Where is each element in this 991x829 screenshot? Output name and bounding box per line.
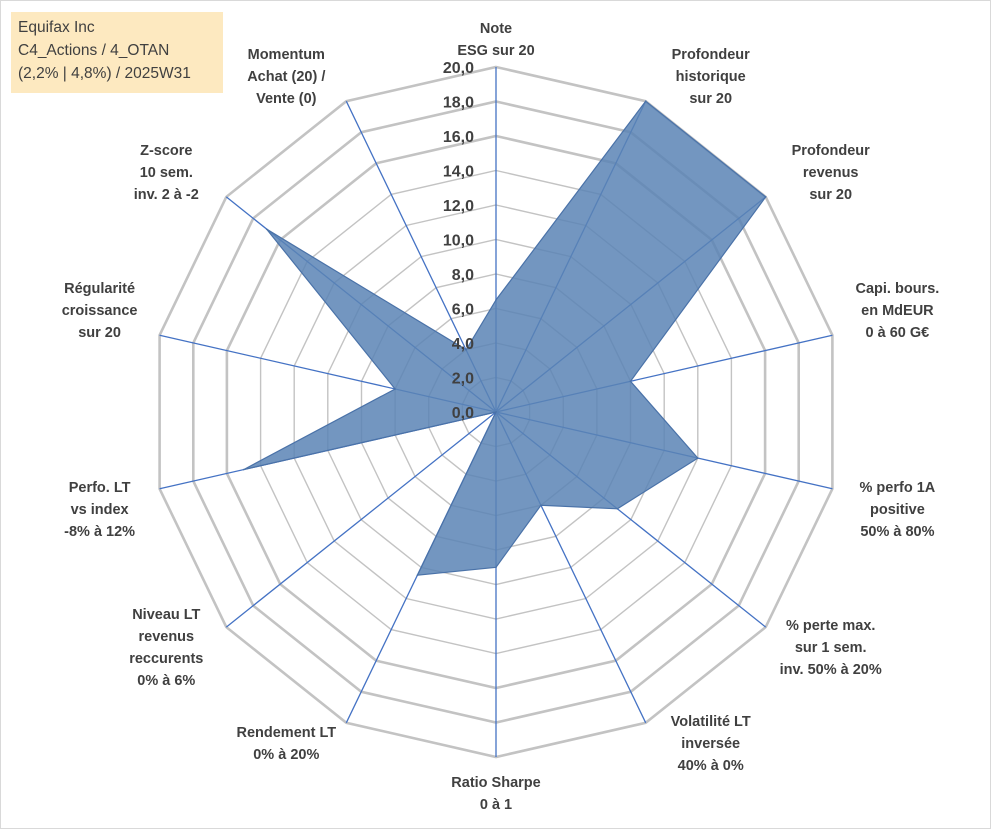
tick-label: 18,0 [443,95,474,112]
category-label-line: Régularité [64,281,135,297]
category-label-line: 10 sem. [140,165,193,181]
data-point [697,457,699,459]
series-layer [242,100,767,576]
category-label: % perte max. sur 1 sem. inv. 50% à 20% [780,618,882,678]
category-label-line: 40% à 0% [678,758,744,774]
category-label-line: sur 20 [809,187,852,203]
category-label-line: 0 à 1 [480,797,512,813]
category-label: Profondeur historique sur 20 [672,47,750,107]
tick-layer: 0,0 2,0 4,0 6,0 8,0 10,0 12,0 14,0 16,0 18,0 20,0 [443,60,474,422]
category-label: Rendement LT 0% à 20% [236,725,336,763]
category-label-line: Volatilité LT [671,714,751,730]
tick-label: 8,0 [452,267,474,284]
data-point [644,100,647,102]
category-label-line: revenus [138,629,194,645]
tick-label: 12,0 [443,198,474,215]
tick-label: 16,0 [443,129,474,146]
data-point [465,349,467,351]
category-label-line: revenus [803,165,859,181]
category-label-line: % perfo 1A [860,480,936,496]
data-point [495,299,497,301]
category-label-line: Z-score [140,143,192,159]
category-label-line: historique [676,69,746,85]
tick-label: 20,0 [443,60,474,77]
info-line-category: C4_Actions / 4_OTAN [18,42,170,59]
category-label: % perfo 1A positive 50% à 80% [860,480,936,540]
category-label-line: inv. 50% à 20% [780,662,882,678]
data-point [495,566,497,569]
category-label: Volatilité LT inversée 40% à 0% [671,714,751,774]
category-label-line: 0% à 20% [253,747,319,763]
info-line-period: (2,2% | 4,8%) / 2025W31 [18,65,191,82]
data-point [764,196,767,198]
tick-label: 6,0 [452,302,474,319]
category-label-line: sur 20 [689,91,732,107]
category-label-line: Profondeur [792,143,870,159]
data-point [540,504,542,507]
category-label-line: Profondeur [672,47,750,63]
category-label-line: Vente (0) [256,91,317,107]
category-label: Note ESG sur 20 [457,21,534,59]
data-point [495,411,497,413]
category-label-line: ESG sur 20 [457,43,534,59]
info-line-company: Equifax Inc [18,19,95,36]
tick-label: 4,0 [452,336,474,353]
category-label-line: en MdEUR [861,303,934,319]
data-point [242,468,245,471]
category-label-line: Note [480,21,512,37]
category-label-line: % perte max. [786,618,875,634]
category-label: Niveau LT revenus reccurents 0% à 6% [129,607,203,689]
category-label: Capi. bours. en MdEUR 0 à 60 G€ [856,281,940,341]
category-label-line: Momentum [248,47,325,63]
category-label-line: inversée [681,736,740,752]
data-point [616,508,619,510]
category-label: Régularité croissance sur 20 [62,281,138,341]
data-point [394,388,396,390]
category-label-line: Capi. bours. [856,281,940,297]
data-point [265,228,268,230]
category-label: Profondeur revenus sur 20 [792,143,870,203]
category-label: Momentum Achat (20) / Vente (0) [247,47,325,107]
tick-label: 0,0 [452,405,474,422]
category-label-line: sur 20 [78,325,121,341]
category-label-line: -8% à 12% [64,524,135,540]
category-label-line: positive [870,502,925,518]
tick-label: 10,0 [443,233,474,250]
category-label-line: 0% à 6% [137,673,195,689]
axis-spoke [225,411,497,628]
category-label-line: Rendement LT [236,725,336,741]
category-label: Ratio Sharpe 0 à 1 [451,775,540,813]
data-point [416,574,419,576]
category-label-line: reccurents [129,651,203,667]
category-label-line: Achat (20) / [247,69,325,85]
category-label-line: Perfo. LT [69,480,131,496]
category-label-layer: Note ESG sur 20 Profondeur historique sur 20… [62,21,940,813]
category-label: Z-score 10 sem. inv. 2 à -2 [134,143,199,203]
category-label-line: Ratio Sharpe [451,775,540,791]
category-label-line: vs index [71,502,129,518]
info-box: Equifax Inc C4_Actions / 4_OTAN (2,2% | … [11,12,223,93]
category-label-line: 0 à 60 G€ [866,325,930,341]
tick-label: 14,0 [443,164,474,181]
category-label: Perfo. LT vs index -8% à 12% [64,480,135,540]
category-label-line: sur 1 sem. [795,640,867,656]
tick-label: 2,0 [452,371,474,388]
category-label-line: 50% à 80% [860,524,934,540]
data-point [629,380,632,383]
category-label-line: Niveau LT [132,607,200,623]
category-label-line: inv. 2 à -2 [134,187,199,203]
category-label-line: croissance [62,303,138,319]
